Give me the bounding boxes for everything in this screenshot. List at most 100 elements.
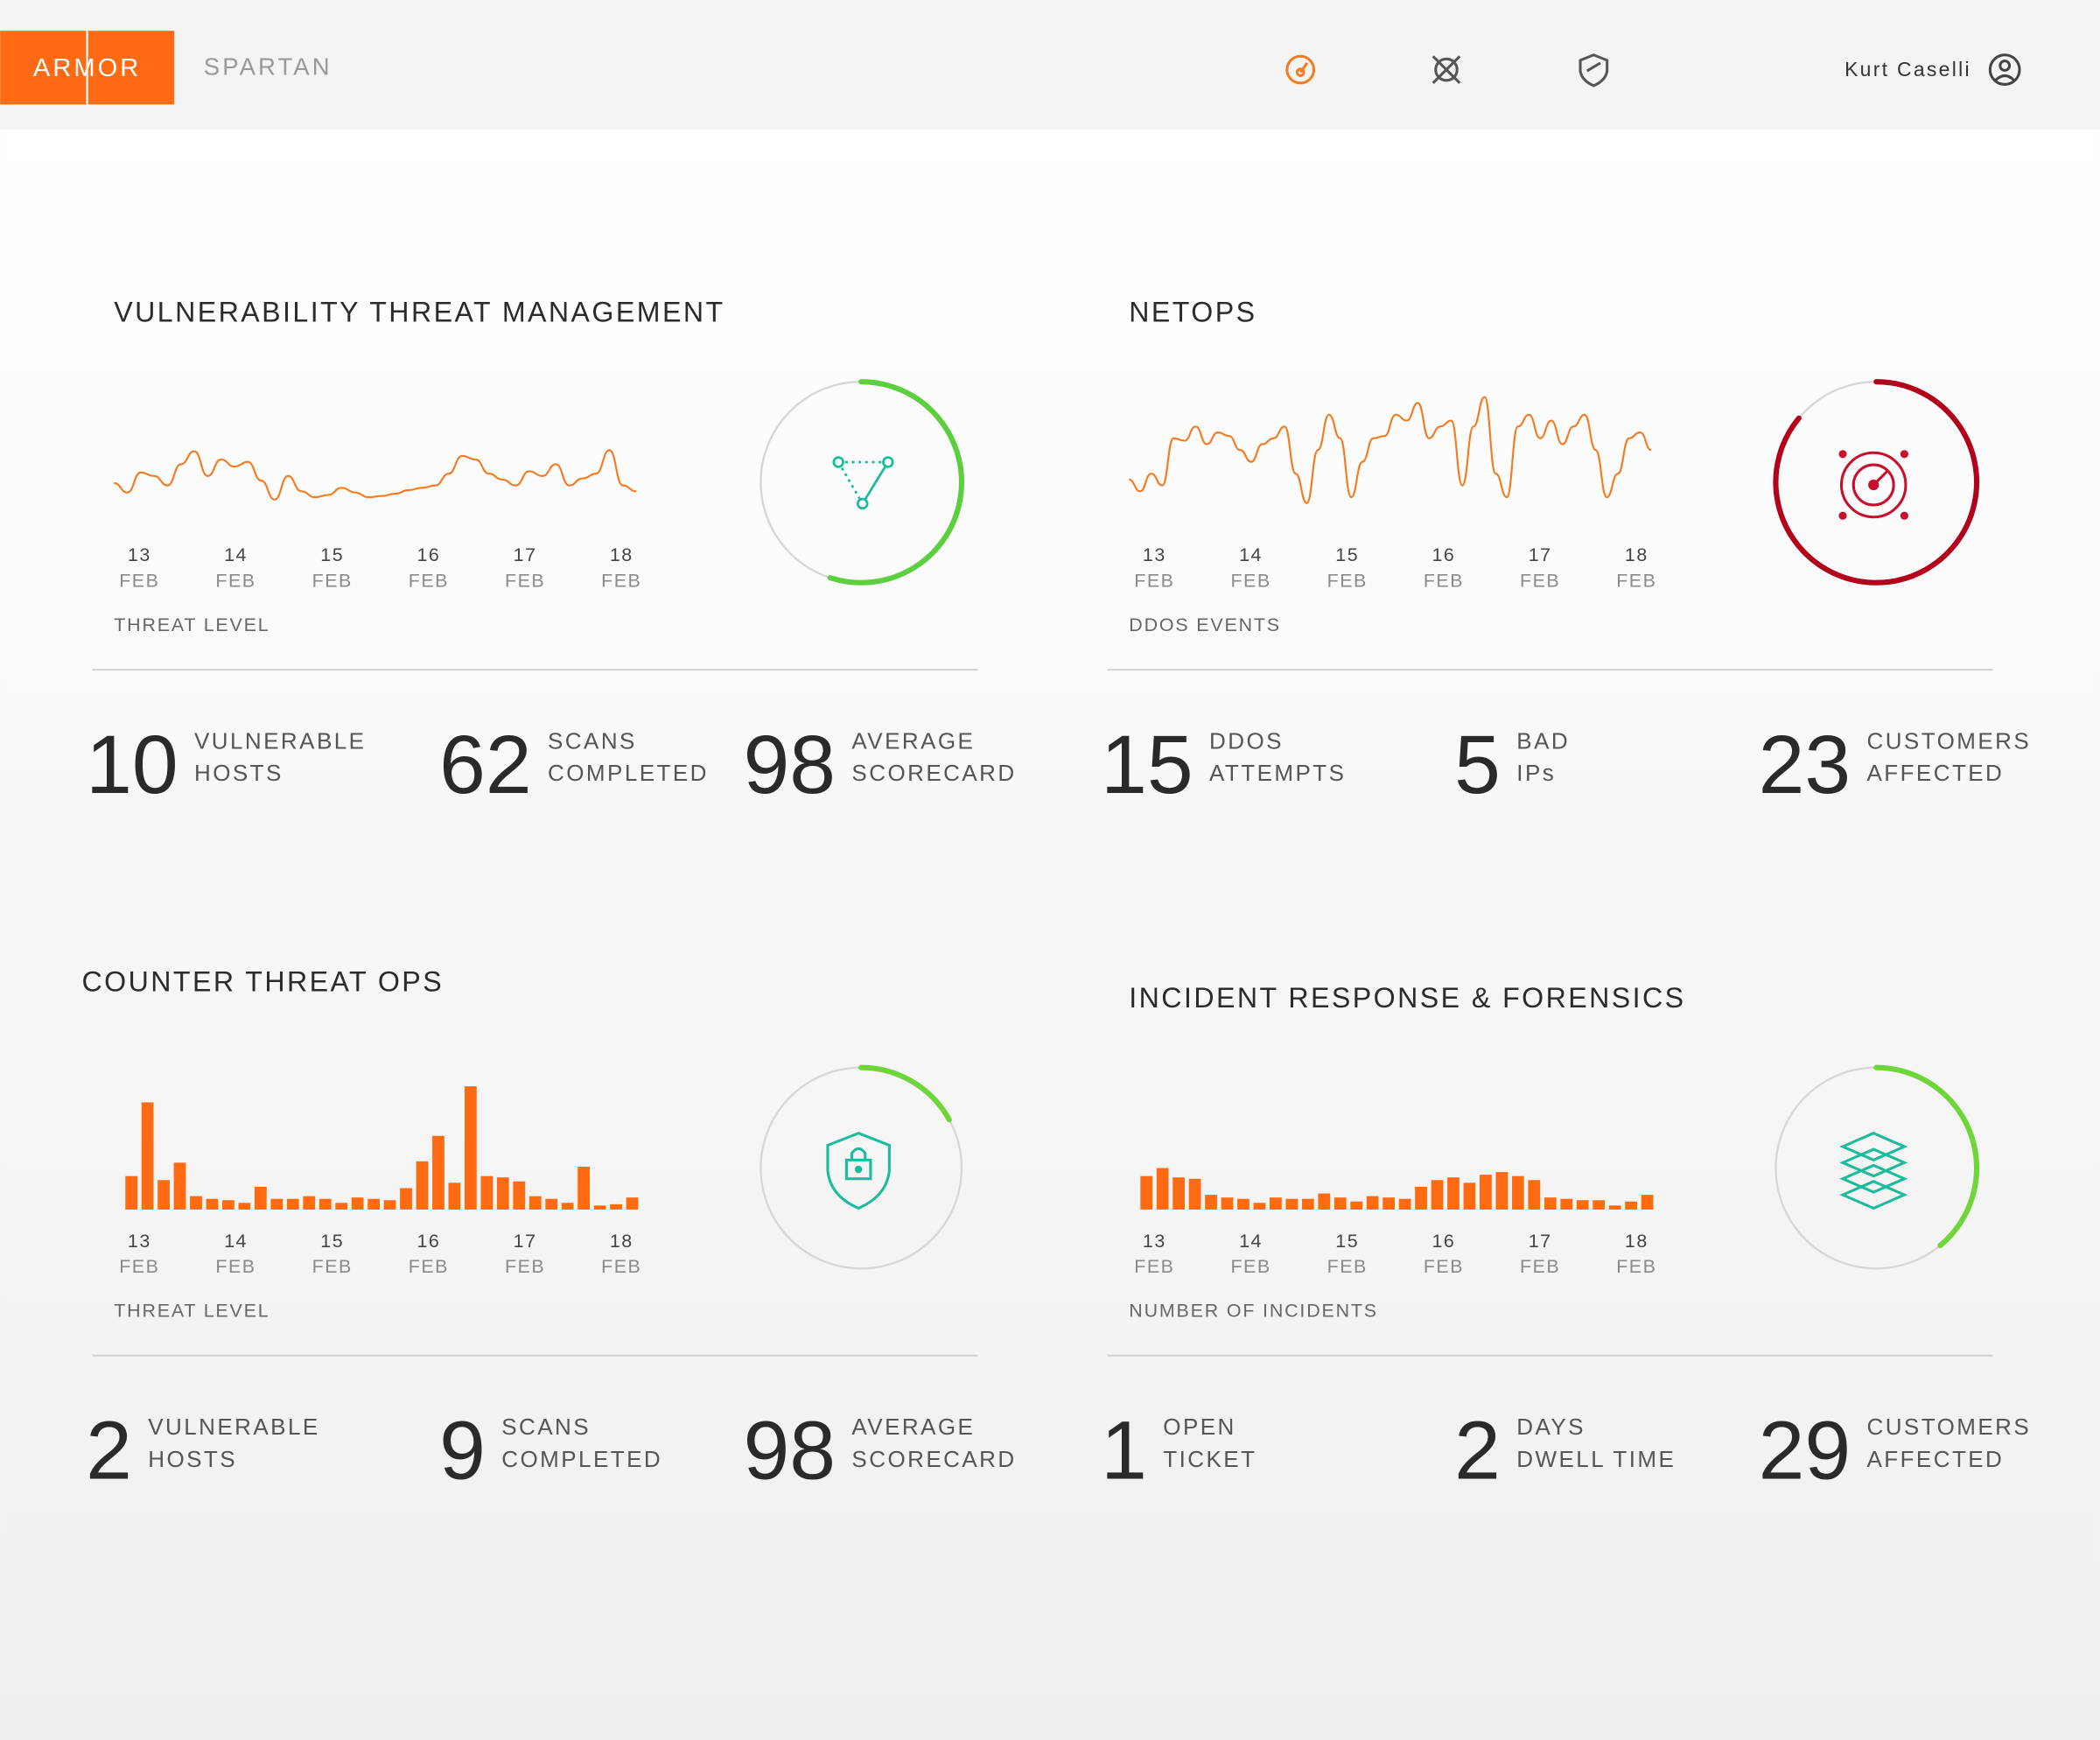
stat-value: 98 [744, 719, 836, 811]
stat-label: SCORECARD [851, 760, 1016, 786]
date-month: FEB [215, 1256, 256, 1277]
bar [416, 1161, 429, 1210]
bar [1301, 1198, 1314, 1210]
bar [1511, 1175, 1524, 1210]
stat-label: IPs [1516, 760, 1556, 786]
date-day: 14 [1239, 544, 1263, 565]
bar [432, 1135, 444, 1210]
bar [222, 1200, 234, 1210]
bar [1221, 1197, 1234, 1210]
bar [1560, 1198, 1573, 1210]
logo-text[interactable]: ARMOR [33, 54, 141, 82]
bar [1270, 1197, 1282, 1210]
stat-label: BAD [1516, 727, 1570, 754]
bar [1140, 1175, 1153, 1210]
bar [1285, 1198, 1298, 1210]
date-day: 18 [610, 544, 634, 565]
bar [318, 1198, 332, 1210]
date-day: 15 [1335, 1231, 1359, 1252]
metric-label: DDOS EVENTS [1129, 614, 1281, 635]
bar [1495, 1172, 1508, 1210]
bar [1608, 1205, 1621, 1210]
date-day: 15 [1335, 544, 1359, 565]
date-day: 15 [320, 1231, 344, 1252]
stat-label: AFFECTED [1866, 1446, 2004, 1472]
date-month: FEB [409, 570, 449, 591]
metric-label: THREAT LEVEL [114, 614, 270, 635]
panel-title: COUNTER THREAT OPS [82, 966, 444, 998]
date-month: FEB [1616, 570, 1656, 591]
bar [1641, 1195, 1654, 1210]
stat-label: HOSTS [194, 760, 284, 786]
stat-label: AFFECTED [1866, 760, 2004, 786]
header-bar [0, 0, 2100, 130]
bar [448, 1182, 461, 1210]
bar [400, 1188, 412, 1210]
stat-label: CUSTOMERS [1866, 727, 2031, 754]
cto-icon [826, 1132, 891, 1210]
date-month: FEB [1134, 1256, 1174, 1277]
user-icon[interactable] [1988, 53, 2021, 86]
date-day: 17 [1529, 544, 1552, 565]
bar [141, 1102, 154, 1210]
bar [270, 1198, 284, 1210]
gauge-arc [1773, 379, 1980, 586]
date-day: 18 [1625, 544, 1648, 565]
date-month: FEB [601, 1256, 641, 1277]
bar [528, 1196, 542, 1210]
nav-dashboard[interactable] [1285, 54, 1316, 85]
stat-label: DWELL TIME [1516, 1446, 1676, 1472]
date-month: FEB [1327, 570, 1368, 591]
stat-value: 5 [1454, 719, 1501, 811]
bar [1447, 1177, 1460, 1210]
date-month: FEB [1134, 570, 1174, 591]
stat-label: HOSTS [148, 1446, 237, 1472]
stat-value: 9 [439, 1405, 486, 1498]
nav-security[interactable] [1578, 53, 1609, 88]
gauge-arc [1873, 1064, 1980, 1249]
bar [1415, 1186, 1427, 1210]
stat-label: COMPLETED [548, 760, 709, 786]
bar [1382, 1197, 1396, 1210]
date-month: FEB [119, 1256, 159, 1277]
user-name[interactable]: Kurt Caselli [1844, 58, 1971, 81]
stat-label: TICKET [1163, 1446, 1256, 1472]
bar [480, 1175, 494, 1210]
gauge-arc [827, 379, 964, 586]
panel-title: INCIDENT RESPONSE & FORENSICS [1129, 982, 1685, 1014]
metric-label: THREAT LEVEL [114, 1300, 270, 1321]
bar [1334, 1197, 1347, 1210]
date-month: FEB [409, 1256, 449, 1277]
stat-label: SCANS [501, 1414, 591, 1440]
bar [1576, 1200, 1589, 1210]
nav-threats[interactable] [1432, 55, 1461, 84]
bar [158, 1180, 170, 1210]
bar [545, 1198, 558, 1210]
bar [626, 1197, 639, 1210]
stat-label: OPEN [1163, 1414, 1236, 1440]
bar [1431, 1180, 1444, 1210]
product-name: SPARTAN [204, 53, 332, 81]
date-month: FEB [505, 1256, 545, 1277]
bar [238, 1203, 251, 1210]
date-day: 16 [416, 1231, 440, 1252]
metric-label: NUMBER OF INCIDENTS [1129, 1300, 1378, 1321]
date-month: FEB [1616, 1256, 1656, 1277]
stat-value: 10 [86, 719, 178, 811]
bar [1463, 1182, 1476, 1210]
date-day: 16 [1432, 544, 1456, 565]
bar [351, 1197, 364, 1210]
bar [190, 1196, 202, 1210]
stat-value: 2 [1454, 1405, 1501, 1498]
bar [1350, 1201, 1363, 1210]
date-day: 17 [514, 1231, 537, 1252]
stat-value: 1 [1101, 1405, 1147, 1498]
bar [125, 1175, 138, 1210]
bar [578, 1166, 591, 1210]
date-month: FEB [1520, 570, 1560, 591]
bar [496, 1177, 509, 1210]
bar [173, 1162, 186, 1210]
date-month: FEB [215, 570, 256, 591]
bar [610, 1203, 622, 1210]
bar [303, 1196, 316, 1210]
